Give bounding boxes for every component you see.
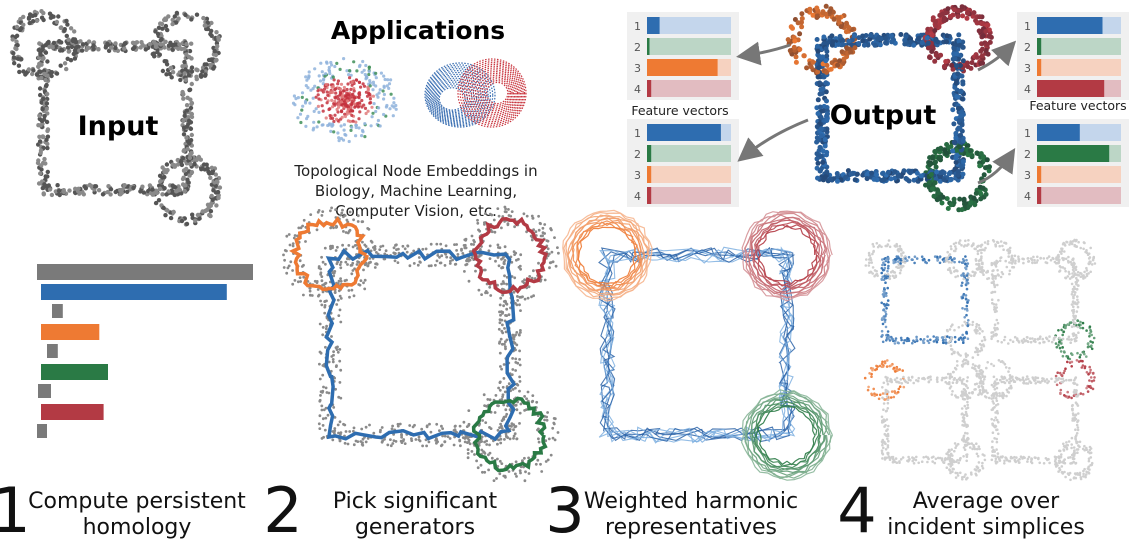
feature-index: 2 — [1024, 41, 1031, 54]
feature-index: 1 — [1024, 127, 1031, 140]
feature-bar-value — [647, 124, 721, 141]
barcode-bar — [41, 364, 108, 380]
feature-index: 3 — [1024, 169, 1031, 182]
feature-vectors-label-right: Feature vectors — [1029, 98, 1126, 113]
feature-index: 1 — [1024, 20, 1031, 33]
barcode-bar — [37, 424, 47, 438]
applications-caption-line-1: Topological Node Embeddings in — [293, 162, 537, 180]
barcode-bar — [47, 344, 58, 358]
step-2-label-line-2: generators — [355, 515, 475, 540]
feature-bar-value — [647, 80, 652, 97]
step-2-number: 2 — [263, 474, 302, 540]
feature-index: 4 — [1024, 83, 1031, 96]
feature-bar-track — [1037, 187, 1121, 204]
barcode-bar — [52, 304, 63, 318]
feature-bar-track — [647, 187, 731, 204]
feature-bar-track — [1037, 38, 1121, 55]
feature-bar-value — [647, 145, 652, 162]
barcode-bar — [37, 264, 253, 280]
feature-bar-value — [1037, 17, 1103, 34]
output-point-cloud — [785, 3, 994, 213]
barcode-bar — [41, 404, 104, 420]
feature-index: 2 — [634, 41, 641, 54]
feature-bar-value — [1037, 166, 1042, 183]
step-3-label-line-1: Weighted harmonic — [584, 489, 798, 514]
feature-bar-value — [647, 38, 650, 55]
feature-index: 4 — [1024, 190, 1031, 203]
attractor-embedding-image — [424, 58, 527, 128]
feature-index: 2 — [634, 148, 641, 161]
feature-bar-value — [1037, 145, 1110, 162]
feature-bar-value — [1037, 59, 1042, 76]
feature-vector-panels: 1 2 3 4 1 2 3 4 1 2 3 4 1 2 3 4 — [627, 12, 1129, 207]
feature-bar-value — [1037, 80, 1105, 97]
feature-index: 1 — [634, 127, 641, 140]
average-panel — [863, 358, 987, 481]
feature-bar-value — [1037, 124, 1080, 141]
feature-index: 3 — [1024, 62, 1031, 75]
barcode-bar — [41, 284, 227, 300]
feature-vector-top-right: 1 2 3 4 — [1017, 12, 1129, 100]
applications-title: Applications — [331, 16, 505, 45]
input-point-cloud — [9, 9, 223, 227]
arrow — [977, 40, 1017, 72]
feature-index: 1 — [634, 20, 641, 33]
output-arrows — [736, 40, 1017, 185]
step-4-label-line-2: incident simplices — [887, 515, 1085, 540]
applications-caption-line-3: Computer Vision, etc. — [335, 202, 497, 220]
barcode-bar — [38, 384, 51, 398]
protein-embedding-image — [291, 57, 398, 144]
step-1-number: 1 — [0, 474, 31, 540]
feature-index: 4 — [634, 190, 641, 203]
feature-vectors-label-left: Feature vectors — [631, 103, 728, 118]
step-4-label-line-1: Average over — [913, 489, 1060, 514]
applications-caption-line-2: Biology, Machine Learning, — [315, 182, 517, 200]
feature-bar-track — [1037, 166, 1121, 183]
feature-vector-bottom-left: 1 2 3 4 — [627, 119, 739, 207]
feature-index: 3 — [634, 169, 641, 182]
significant-generators-plot — [282, 205, 560, 483]
feature-bar-value — [1037, 187, 1042, 204]
feature-bar-value — [647, 187, 652, 204]
feature-bar-track — [647, 17, 731, 34]
feature-vector-top-left: 1 2 3 4 — [627, 12, 739, 100]
average-panel — [973, 359, 1096, 482]
feature-index: 4 — [634, 83, 641, 96]
incident-simplex-averages — [863, 238, 1097, 482]
average-panel — [864, 239, 987, 362]
arrow — [737, 118, 809, 162]
feature-vector-bottom-right: 1 2 3 4 — [1017, 119, 1129, 207]
feature-bar-track — [1037, 59, 1121, 76]
feature-bar-value — [1037, 38, 1042, 55]
step-3-label-line-2: representatives — [605, 515, 777, 540]
feature-bar-value — [647, 166, 652, 183]
average-panel — [974, 238, 1097, 361]
step-3-number: 3 — [545, 474, 584, 540]
input-label: Input — [78, 111, 159, 142]
arrow — [977, 147, 1016, 185]
step-1-label-line-2: homology — [83, 515, 192, 540]
feature-bar-track — [647, 145, 731, 162]
feature-bar-track — [647, 80, 731, 97]
barcode-bar — [41, 324, 100, 340]
feature-bar-track — [647, 166, 731, 183]
feature-index: 3 — [634, 62, 641, 75]
step-4-number: 4 — [837, 474, 876, 540]
feature-bar-track — [647, 38, 731, 55]
feature-bar-value — [647, 59, 718, 76]
output-label: Output — [830, 100, 937, 131]
persistence-barcode — [37, 264, 253, 438]
feature-index: 2 — [1024, 148, 1031, 161]
step-1-label-line-1: Compute persistent — [28, 489, 246, 514]
arrow — [736, 41, 791, 66]
harmonic-representatives-plot — [562, 209, 834, 481]
step-2-label-line-1: Pick significant — [333, 489, 498, 514]
feature-bar-value — [647, 17, 660, 34]
